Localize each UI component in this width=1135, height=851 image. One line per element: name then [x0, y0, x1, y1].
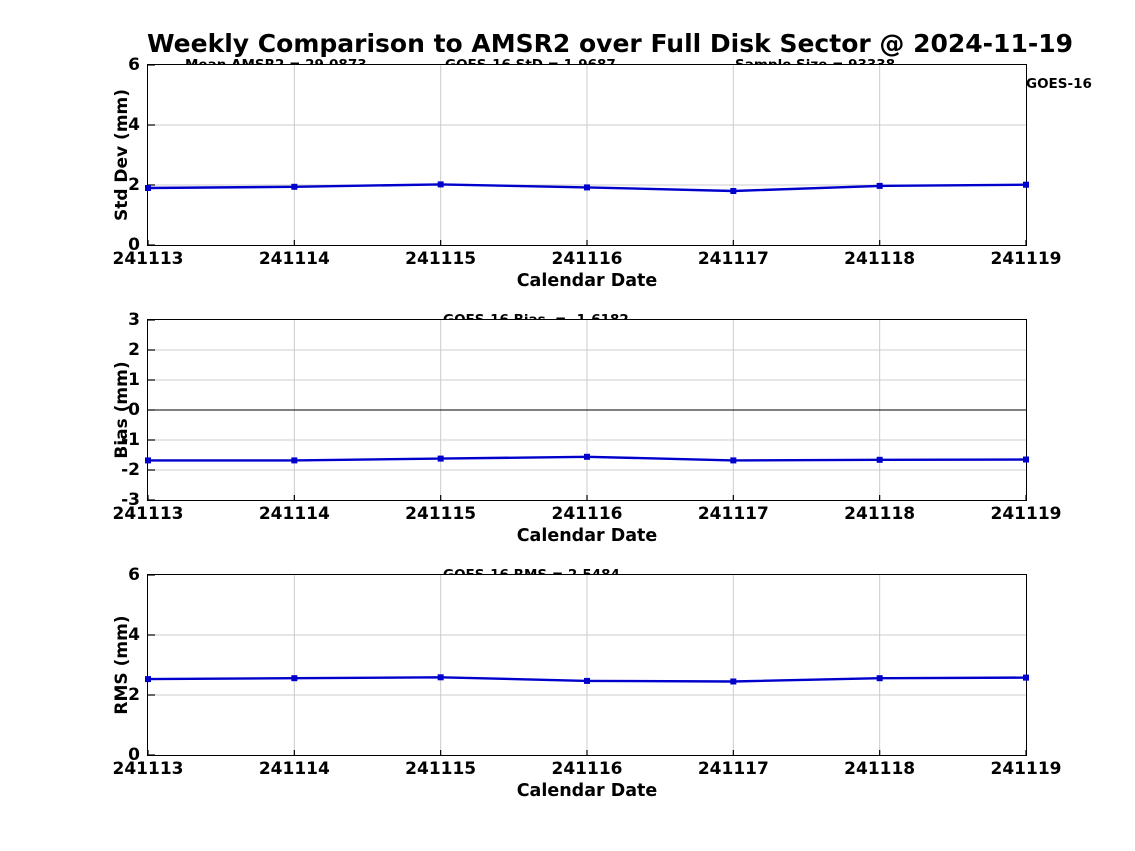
y-tick-label: 0 — [128, 745, 140, 765]
x-tick-label: 241119 — [990, 249, 1062, 269]
data-point-marker — [876, 182, 883, 189]
y-tick-label: 2 — [128, 175, 140, 195]
x-tick-label: 241119 — [990, 504, 1062, 524]
data-point-marker — [145, 457, 151, 464]
data-point-marker — [1023, 456, 1029, 463]
x-tick-label: 241115 — [405, 504, 477, 524]
y-axis-label-stddev: Std Dev (mm) — [112, 88, 132, 222]
x-tick-label: 241117 — [697, 504, 769, 524]
x-tick-label: 241118 — [844, 504, 916, 524]
data-point-marker — [730, 457, 737, 464]
x-tick-label: 241115 — [405, 759, 477, 779]
x-tick-label: 241116 — [551, 759, 623, 779]
x-tick-label: 241113 — [112, 504, 184, 524]
y-tick-label: 1 — [128, 370, 140, 390]
data-point-marker — [291, 457, 298, 464]
data-point-marker — [437, 181, 444, 188]
rms-plot — [145, 574, 1029, 756]
x-tick-label: 241118 — [844, 759, 916, 779]
data-point-marker — [730, 678, 737, 685]
x-tick-label: 241115 — [405, 249, 477, 269]
x-tick-label: 241119 — [990, 759, 1062, 779]
y-tick-label: -2 — [121, 460, 140, 480]
x-axis-label-bias: Calendar Date — [516, 526, 658, 546]
y-tick-label: 0 — [128, 400, 140, 420]
data-point-marker — [584, 184, 590, 191]
data-point-marker — [437, 674, 444, 681]
data-point-marker — [876, 675, 883, 682]
data-point-marker — [584, 453, 590, 460]
rms-vs-date-canvas — [145, 574, 1029, 756]
x-tick-label: 241114 — [258, 504, 330, 524]
y-tick-label: 3 — [128, 310, 140, 330]
y-tick-label: 6 — [128, 565, 140, 585]
data-point-marker — [584, 677, 590, 684]
data-point-marker — [145, 185, 151, 191]
y-axis-label-rms: RMS (mm) — [112, 615, 132, 715]
x-tick-label: 241116 — [551, 504, 623, 524]
y-tick-label: 2 — [128, 340, 140, 360]
std-dev-vs-date-canvas — [145, 64, 1029, 246]
x-tick-label: 241114 — [258, 759, 330, 779]
x-tick-label: 241117 — [697, 249, 769, 269]
legend-label: GOES-16 — [1026, 76, 1092, 92]
page-title: Weekly Comparison to AMSR2 over Full Dis… — [147, 29, 1074, 58]
y-tick-label: 2 — [128, 685, 140, 705]
data-point-marker — [730, 188, 737, 194]
y-tick-label: -3 — [121, 490, 140, 510]
x-axis-label-rms: Calendar Date — [516, 781, 658, 801]
y-tick-label: -1 — [121, 430, 140, 450]
data-point-marker — [291, 675, 298, 682]
x-axis-label-stddev: Calendar Date — [516, 271, 658, 291]
y-tick-label: 4 — [128, 115, 140, 135]
bias-vs-date-canvas — [145, 319, 1029, 501]
x-tick-label: 241114 — [258, 249, 330, 269]
y-tick-label: 0 — [128, 235, 140, 255]
data-point-marker — [291, 183, 298, 190]
data-point-marker — [1023, 181, 1029, 188]
data-point-marker — [1023, 674, 1029, 681]
y-tick-label: 4 — [128, 625, 140, 645]
x-tick-label: 241116 — [551, 249, 623, 269]
data-point-marker — [437, 455, 444, 462]
x-tick-label: 241117 — [697, 759, 769, 779]
x-tick-label: 241113 — [112, 249, 184, 269]
x-tick-label: 241118 — [844, 249, 916, 269]
data-point-marker — [145, 676, 151, 683]
x-tick-label: 241113 — [112, 759, 184, 779]
bias-plot — [145, 319, 1029, 501]
y-tick-label: 6 — [128, 55, 140, 75]
stddev-plot — [145, 64, 1029, 246]
data-point-marker — [876, 456, 883, 463]
